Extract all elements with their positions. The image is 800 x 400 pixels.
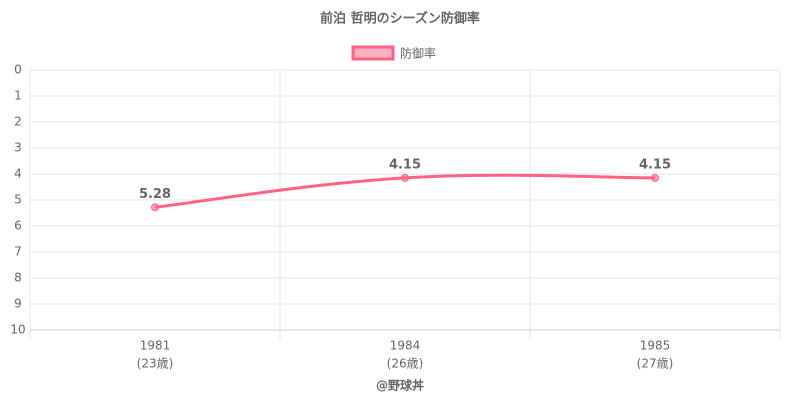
x-tick-label: (27歳): [637, 357, 674, 371]
point: [151, 203, 159, 212]
y-tick-label: 3: [14, 141, 22, 155]
data-label: 4.15: [639, 157, 671, 172]
x-tick-label: 1981: [140, 339, 171, 353]
y-tick-label: 7: [14, 245, 22, 259]
y-tick-label: 4: [14, 167, 22, 181]
point: [651, 173, 659, 182]
source: @野球丼: [376, 378, 424, 393]
y-tick-label: 2: [14, 115, 22, 129]
legend-label: 防御率: [400, 46, 436, 61]
y-tick-label: 0: [14, 63, 22, 77]
x-tick-label: 1984: [390, 339, 421, 353]
y-tick-label: 10: [10, 323, 25, 337]
data-label: 4.15: [389, 157, 421, 172]
y-tick-label: 6: [14, 219, 22, 233]
y-tick-label: 9: [14, 297, 22, 311]
data-label: 5.28: [139, 187, 171, 202]
x-tick-label: (26歳): [387, 357, 424, 371]
y-tick-label: 5: [14, 193, 22, 207]
y-tick-label: 8: [14, 271, 22, 285]
chart-title: 前泊 哲明のシーズン防御率: [320, 11, 480, 27]
x-tick-label: 1985: [640, 339, 671, 353]
legend-swatch: [351, 45, 395, 61]
point: [401, 173, 409, 182]
y-tick-label: 1: [14, 89, 22, 103]
x-tick-label: (23歳): [137, 357, 174, 371]
